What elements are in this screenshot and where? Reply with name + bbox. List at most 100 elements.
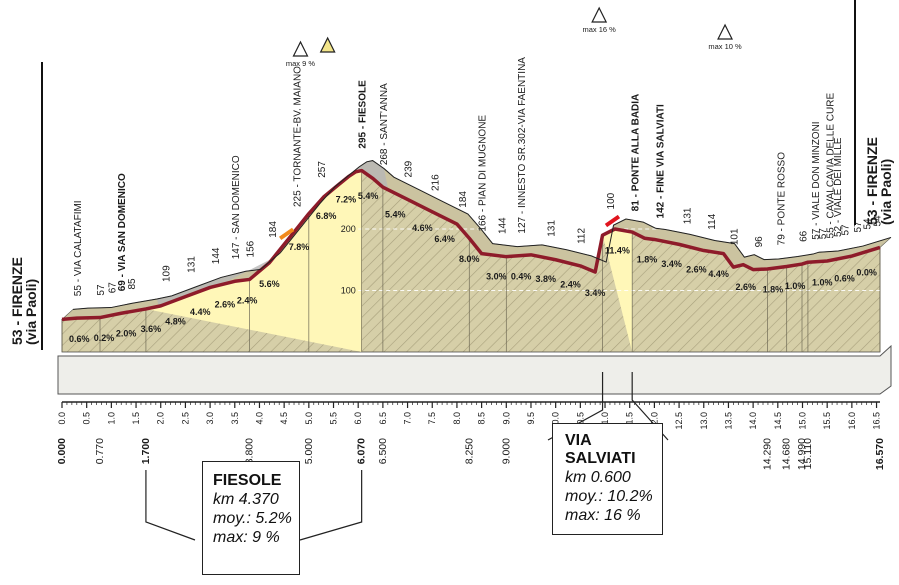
place-label: 101	[729, 228, 740, 245]
km-tick-label: 7.5	[427, 412, 437, 425]
slope-label: 0.2%	[94, 333, 115, 343]
km-tick-label: 14.5	[773, 412, 783, 430]
place-label: 216	[431, 174, 442, 191]
slope-label: 6.4%	[434, 234, 455, 244]
km-mark-label: 5.000	[303, 438, 315, 464]
max-gradient-label: max 9 %	[286, 59, 316, 68]
slope-label: 2.6%	[686, 265, 707, 275]
climb-name: VIA SALVIATI	[565, 432, 636, 467]
slope-label: 0.6%	[834, 274, 855, 284]
place-label: 225 - TORNANTE-BV. MAIANO	[292, 66, 303, 207]
km-tick-label: 16.0	[847, 412, 857, 430]
road-line	[61, 168, 881, 322]
slope-label: 2.4%	[560, 279, 581, 289]
km-tick-label: 11.5	[625, 412, 635, 429]
gridline-label: 100	[341, 286, 356, 296]
place-label: 184	[458, 191, 469, 208]
place-label: 85	[127, 278, 138, 290]
finish-label: 53 - FIRENZE	[864, 137, 880, 225]
slope-label: 3.4%	[585, 288, 606, 298]
place-label: 112	[576, 228, 587, 244]
place-label: 109	[162, 265, 173, 282]
climb-marker-salviati	[604, 214, 621, 228]
slope-label: 0.4%	[511, 272, 532, 282]
place-label: 144	[211, 247, 222, 264]
place-label: 54	[863, 218, 874, 230]
place-label: 166 - PIAN DI MUGNONE	[478, 115, 489, 232]
km-tick-label: 10.0	[551, 412, 561, 430]
km-tick-label: 15.5	[822, 412, 832, 430]
climb-name: FIESOLE	[213, 472, 282, 489]
place-label: 57	[96, 284, 107, 296]
climb-box-fiesole: FIESOLE km 4.370 moy.: 5.2% max: 9 %	[202, 461, 300, 575]
km-tick-label: 16.5	[872, 412, 882, 430]
gridline-label: 200	[341, 224, 356, 234]
km-mark-label: 6.500	[377, 438, 389, 464]
climb-average-gradient: moy.: 5.2%	[213, 510, 292, 527]
climb-max-gradient: max: 9 %	[213, 529, 280, 546]
slope-label: 6.8%	[316, 211, 337, 221]
km-tick-label: 8.5	[477, 412, 487, 425]
km-mark-label: 15.110	[802, 438, 814, 469]
km-tick-label: 9.0	[501, 412, 511, 425]
km-mark-label: 8.250	[463, 438, 475, 464]
slope-label: 0.0%	[856, 268, 877, 278]
km-tick-label: 13.0	[699, 412, 709, 430]
slope-label: 5.4%	[358, 191, 379, 201]
place-label: 67	[107, 282, 118, 294]
km-mark-label: 0.000	[56, 438, 68, 464]
finish-sub-label: (via Paoli)	[878, 159, 894, 225]
km-tick-label: 15.0	[797, 412, 807, 430]
km-mark-label: 3.800	[244, 438, 256, 464]
km-tick-label: 12.0	[649, 412, 659, 430]
km-mark-label: 6.070	[356, 438, 368, 464]
km-tick-label: 6.0	[353, 412, 363, 425]
slope-label: 7.2%	[336, 195, 357, 205]
km-mark-label: 14.990	[796, 438, 808, 470]
km-mark-label: 1.700	[140, 438, 152, 464]
slope-label: 3.4%	[661, 259, 682, 269]
max-gradient-icon	[591, 6, 608, 23]
climb-length: km 4.370	[213, 491, 279, 508]
place-label: 57	[840, 224, 851, 236]
slope-label: 4.4%	[190, 307, 211, 317]
km-mark-label: 16.570	[874, 438, 886, 470]
km-tick-label: 0.0	[57, 412, 67, 425]
climb-length: km 0.600	[565, 469, 631, 486]
km-tick-label: 14.0	[748, 412, 758, 430]
slope-label: 3.0%	[486, 271, 507, 281]
start-sub-label: (via Paoli)	[23, 279, 39, 345]
fiesole-connector-left	[145, 470, 196, 541]
place-label: 114	[707, 213, 718, 229]
slope-label: 1.8%	[637, 255, 658, 265]
km-tick-label: 13.5	[723, 412, 733, 430]
km-mark-label: 14.290	[761, 438, 773, 470]
km-tick-label: 5.5	[329, 412, 339, 425]
slope-label: 7.8%	[289, 242, 310, 252]
place-label: 257	[317, 161, 328, 178]
km-tick-label: 10.5	[575, 412, 585, 430]
ground-slab	[57, 344, 892, 395]
km-tick-label: 3.5	[230, 412, 240, 425]
place-label: 295 - FIESOLE	[358, 80, 369, 149]
max-gradient-icon	[292, 40, 309, 57]
slope-label: 2.0%	[116, 328, 137, 338]
place-label: 131	[682, 207, 693, 224]
km-tick-label: 2.5	[180, 412, 190, 425]
km-tick-label: 11.0	[600, 412, 610, 429]
place-label: 144	[497, 217, 508, 234]
place-label: 147 - SAN DOMENICO	[231, 155, 242, 259]
place-label: 69 - VIA SAN DOMENICO	[117, 173, 128, 291]
slope-label: 2.4%	[237, 296, 258, 306]
place-label: 54	[873, 215, 884, 227]
slope-label: 3.6%	[141, 324, 162, 334]
max-gradient-icon	[717, 23, 734, 40]
slope-label: 1.8%	[763, 284, 784, 294]
place-label: 239	[404, 160, 415, 177]
slope-label: 2.6%	[215, 300, 236, 310]
place-label: 96	[754, 236, 765, 248]
slope-label: 4.8%	[165, 316, 186, 326]
place-label: 81 - PONTE ALLA BADIA	[631, 94, 642, 212]
place-label: 55 - VIA CALATAFIMI	[73, 200, 84, 296]
place-label: 131	[547, 220, 558, 237]
